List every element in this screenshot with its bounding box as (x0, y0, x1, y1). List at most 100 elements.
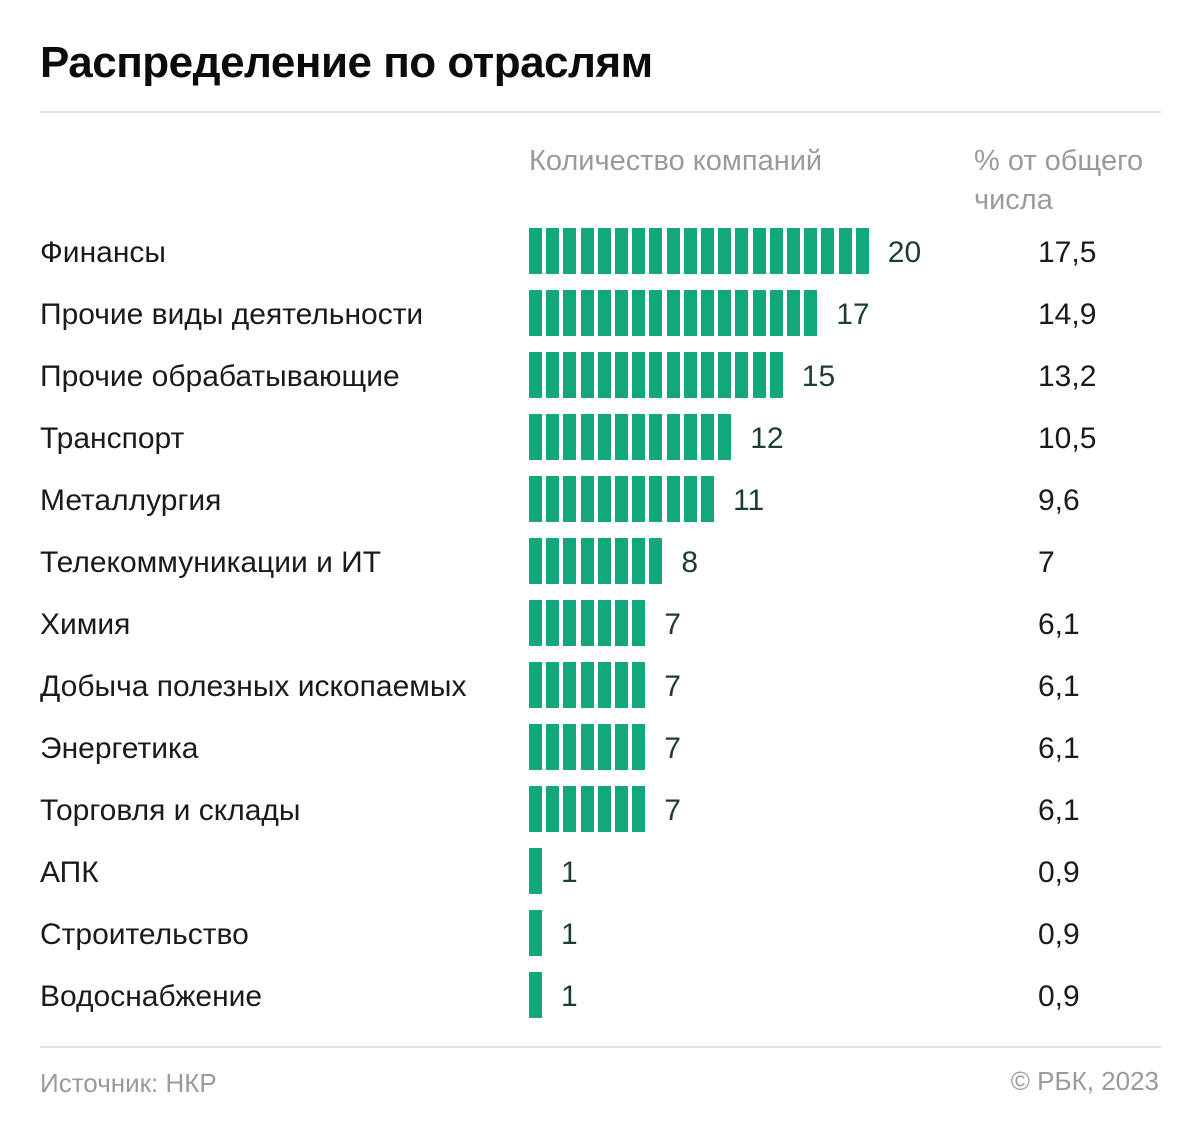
percent-label: 0,9 (1038, 918, 1080, 951)
chart-row: Торговля и склады 7 6,1 (0, 786, 1200, 848)
bar-segment (752, 228, 766, 274)
bar (529, 972, 542, 1018)
percent-label: 13,2 (1038, 360, 1097, 393)
bar-segment (529, 538, 542, 584)
bar-segment (597, 724, 611, 770)
bar-segment (563, 724, 577, 770)
bar-segment (632, 414, 646, 460)
category-label: Торговля и склады (40, 794, 301, 827)
percent-label: 6,1 (1038, 670, 1080, 703)
bar-segment (735, 290, 749, 336)
bar-segment (580, 662, 594, 708)
bar-segment (597, 662, 611, 708)
bar-segment (821, 228, 835, 274)
percent-label: 6,1 (1038, 732, 1080, 765)
bottom-divider (40, 1046, 1161, 1048)
category-label: Металлургия (40, 484, 222, 517)
bar-segment (666, 290, 680, 336)
bar-segment (546, 662, 560, 708)
bar-segment (718, 290, 732, 336)
bar (529, 538, 663, 584)
bar-segment (580, 538, 594, 584)
chart-row: Телекоммуникации и ИТ 8 7 (0, 538, 1200, 600)
bar-segment (649, 414, 663, 460)
bar-segment (529, 848, 542, 894)
bar (529, 352, 783, 398)
bar-segment (529, 910, 542, 956)
bar-segment (563, 476, 577, 522)
bar-segment (787, 228, 800, 274)
chart-row: Металлургия 11 9,6 (0, 476, 1200, 538)
bar-segment (752, 352, 766, 398)
value-label: 7 (664, 794, 681, 827)
bar-segment (529, 228, 542, 274)
bar-segment (701, 228, 714, 274)
bar-segment (632, 290, 646, 336)
bar (529, 910, 542, 956)
bar-segment (580, 476, 594, 522)
percent-label: 0,9 (1038, 980, 1080, 1013)
chart-row: Строительство 1 0,9 (0, 910, 1200, 972)
bar-segment (580, 290, 594, 336)
bar-segment (701, 476, 714, 522)
bar-segment (563, 538, 577, 584)
bar-segment (563, 600, 577, 646)
bar-segment (666, 228, 680, 274)
bar-segment (855, 228, 869, 274)
bar-segment (580, 352, 594, 398)
bar-segment (529, 352, 542, 398)
category-label: АПК (40, 856, 99, 889)
chart-row: Прочие обрабатывающие 15 13,2 (0, 352, 1200, 414)
bar-segment (615, 724, 628, 770)
chart-row: Финансы 20 17,5 (0, 228, 1200, 290)
bar-segment (597, 290, 611, 336)
percent-label: 17,5 (1038, 236, 1097, 269)
bar-segment (546, 600, 560, 646)
bar-segment (529, 290, 542, 336)
bar-segment (769, 352, 783, 398)
bar-segment (529, 600, 542, 646)
bar-segment (563, 414, 577, 460)
category-label: Прочие виды деятельности (40, 298, 424, 331)
bar-segment (529, 414, 542, 460)
value-label: 1 (561, 918, 578, 951)
bar-segment (529, 476, 542, 522)
bar-segment (580, 786, 594, 832)
bar-segment (615, 352, 628, 398)
chart-row: Прочие виды деятельности 17 14,9 (0, 290, 1200, 352)
bar-segment (649, 538, 663, 584)
bar-segment (683, 290, 697, 336)
copyright-note: © РБК, 2023 (1010, 1066, 1159, 1096)
percent-label: 6,1 (1038, 794, 1080, 827)
percent-label: 0,9 (1038, 856, 1080, 889)
percent-label: 14,9 (1038, 298, 1097, 331)
bar-segment (615, 290, 628, 336)
value-label: 1 (561, 856, 578, 889)
bar-segment (735, 352, 749, 398)
bar-segment (529, 724, 542, 770)
bar-segment (769, 228, 783, 274)
bar-segment (683, 228, 697, 274)
chart-row: Добыча полезных ископаемых 7 6,1 (0, 662, 1200, 724)
chart-row: Химия 7 6,1 (0, 600, 1200, 662)
category-label: Водоснабжение (40, 980, 263, 1013)
bar-segment (649, 352, 663, 398)
bar-segment (718, 352, 732, 398)
bar-segment (615, 538, 628, 584)
bar-segment (632, 662, 646, 708)
bar (529, 476, 714, 522)
bar-segment (752, 290, 766, 336)
bar-segment (615, 786, 628, 832)
category-label: Телекоммуникации и ИТ (40, 546, 382, 579)
bar-segment (563, 662, 577, 708)
bar-segment (804, 290, 818, 336)
top-divider (40, 111, 1161, 113)
bar-segment (563, 786, 577, 832)
bar-segment (580, 724, 594, 770)
bar-segment (615, 600, 628, 646)
chart-row: Энергетика 7 6,1 (0, 724, 1200, 786)
bar-segment (649, 228, 663, 274)
bar-segment (649, 476, 663, 522)
bar-segment (546, 538, 560, 584)
